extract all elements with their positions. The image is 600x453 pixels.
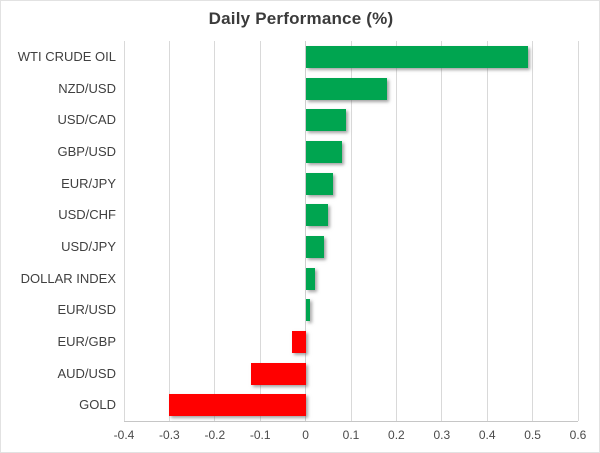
bar xyxy=(305,204,329,227)
bar xyxy=(305,140,342,163)
gridline xyxy=(532,41,534,421)
bar xyxy=(251,362,306,385)
tick-label: 0.4 xyxy=(478,428,496,442)
bar xyxy=(305,109,347,132)
gridline xyxy=(577,41,579,421)
bar xyxy=(291,330,306,353)
category-label: EUR/GBP xyxy=(57,334,116,349)
tick-label: -0.4 xyxy=(113,428,135,442)
tick-label: 0.3 xyxy=(433,428,451,442)
tick-label: 0.6 xyxy=(569,428,587,442)
bar xyxy=(305,235,324,258)
category-label: USD/CAD xyxy=(57,112,116,128)
gridline xyxy=(259,41,261,421)
bar xyxy=(305,45,529,68)
gridline xyxy=(168,41,170,421)
x-axis-line xyxy=(124,421,578,422)
gridline xyxy=(395,41,397,421)
gridline xyxy=(441,41,443,421)
gridline xyxy=(305,41,307,421)
tick-label: 0.5 xyxy=(524,428,541,442)
category-label: WTI CRUDE OIL xyxy=(17,49,116,64)
category-label: USD/JPY xyxy=(61,239,116,254)
category-label: NZD/USD xyxy=(58,80,116,96)
tick-label: -0.3 xyxy=(159,428,180,442)
bar xyxy=(169,394,306,417)
gridline xyxy=(123,41,125,421)
category-label: DOLLAR INDEX xyxy=(20,270,116,286)
category-label: EUR/JPY xyxy=(61,175,116,191)
chart-title: Daily Performance (%) xyxy=(208,9,394,28)
tick-label: -0.1 xyxy=(249,428,271,442)
tick-label: -0.2 xyxy=(204,428,226,442)
gridline xyxy=(214,41,216,421)
tick-label: 0.1 xyxy=(342,428,360,442)
gridline xyxy=(350,41,352,421)
bar xyxy=(305,172,333,195)
category-label: GOLD xyxy=(79,397,116,413)
bar xyxy=(305,77,388,100)
category-label: GBP/USD xyxy=(57,144,116,159)
category-label: EUR/USD xyxy=(57,302,116,318)
bar xyxy=(305,299,311,322)
tick-label: 0.2 xyxy=(388,428,405,442)
gridline xyxy=(486,41,488,421)
category-label: USD/CHF xyxy=(58,207,116,223)
tick-label: 0 xyxy=(302,428,309,442)
category-label: AUD/USD xyxy=(57,365,116,381)
bar xyxy=(305,267,315,290)
